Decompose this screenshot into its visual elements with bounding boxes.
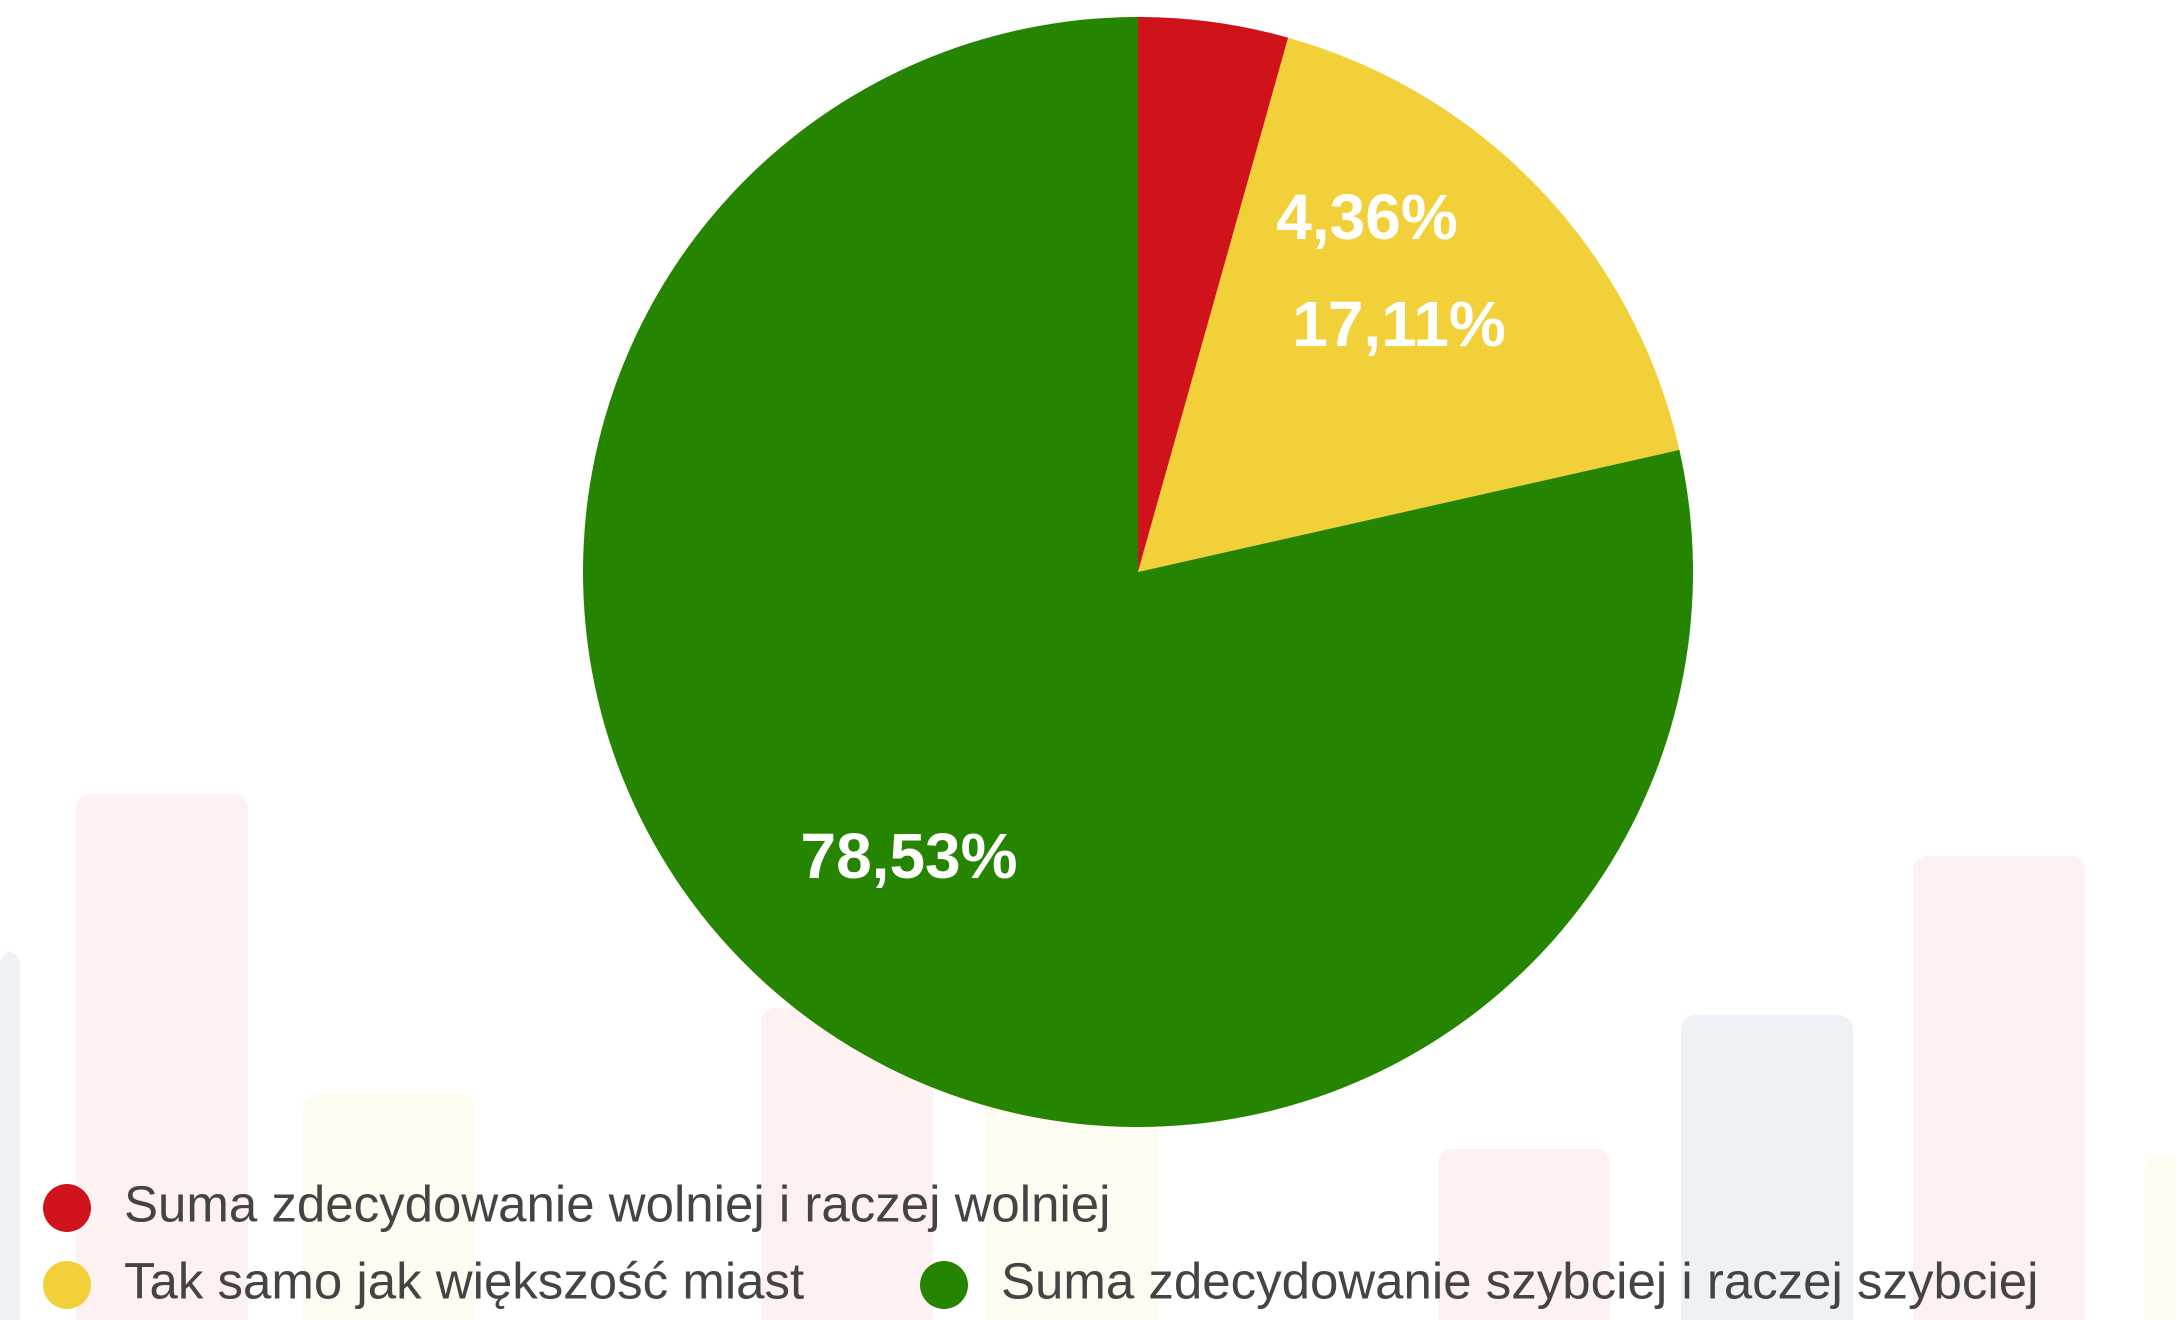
bg-bar (1438, 1149, 1610, 1320)
data-label: 17,11% (1292, 288, 1506, 360)
bg-bar (1681, 1015, 1853, 1320)
legend-marker (920, 1261, 968, 1309)
legend-marker (43, 1184, 91, 1232)
bg-bar (76, 794, 248, 1320)
bg-bar (761, 1008, 933, 1320)
data-label: 4,36% (1276, 181, 1457, 253)
bg-bar (303, 1094, 475, 1320)
bg-bar (1913, 856, 2085, 1320)
background-decoration (0, 794, 2176, 1320)
pie-slice (583, 17, 1693, 1127)
bg-bar (985, 1096, 1157, 1320)
pie-slice (1138, 37, 1680, 572)
data-label: 78,53% (800, 820, 1017, 892)
bg-bar (2144, 1156, 2176, 1320)
bg-bar (0, 952, 20, 1320)
pie-slice (1138, 17, 1289, 572)
legend-marker (43, 1261, 91, 1309)
legend-label: Tak samo jak większość miast (124, 1252, 804, 1309)
legend-label: Suma zdecydowanie wolniej i raczej wolni… (124, 1175, 1110, 1232)
legend-label: Suma zdecydowanie szybciej i raczej szyb… (1001, 1252, 2038, 1309)
